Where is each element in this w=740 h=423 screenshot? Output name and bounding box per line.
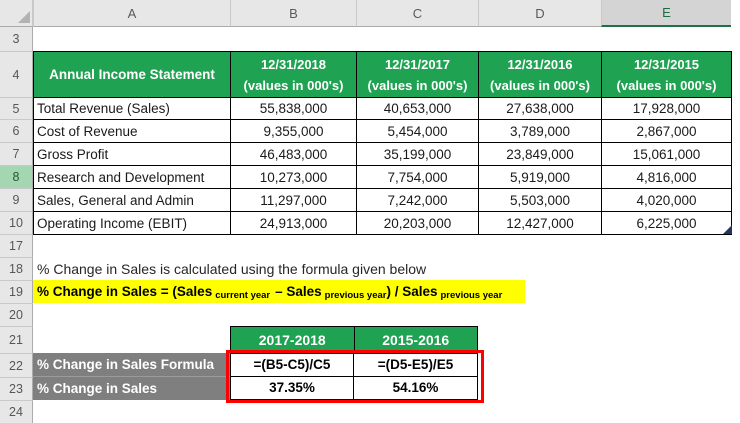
table-row: Research and Development 10,273,000 7,75…	[33, 165, 732, 189]
formula-cell-c22[interactable]: =(D5-E5)/E5	[354, 354, 477, 377]
value-cell[interactable]: 27,638,000	[478, 97, 602, 120]
value-cell[interactable]: 12,427,000	[478, 211, 602, 235]
row-header-24[interactable]: 24	[0, 400, 33, 423]
value-cell[interactable]: 5,454,000	[356, 119, 479, 143]
value-cell[interactable]: 46,483,000	[230, 142, 357, 166]
values-unit-label: (values in 000's)	[367, 77, 468, 93]
row-header-21[interactable]: 21	[0, 326, 33, 353]
formula-part: % Change in Sales = (Sales	[37, 284, 213, 299]
date-label: 12/31/2015	[633, 56, 700, 72]
income-col-header-2015[interactable]: 12/31/2015 (values in 000's)	[601, 51, 732, 98]
value-cell[interactable]: 7,754,000	[356, 165, 479, 189]
formula-subscript: current year	[215, 290, 271, 301]
change-table-values: =(B5-C5)/C5 =(D5-E5)/E5 37.35% 54.16%	[230, 353, 478, 400]
table-row: Gross Profit 46,483,000 35,199,000 23,84…	[33, 142, 732, 166]
value-cell[interactable]: 20,203,000	[356, 211, 479, 235]
row-label-cell[interactable]: Sales, General and Admin	[33, 188, 231, 212]
row-header-23[interactable]: 23	[0, 377, 33, 400]
value-cell[interactable]: 4,816,000	[601, 165, 732, 189]
percent-cell-b23[interactable]: 37.35%	[231, 376, 354, 399]
row-header-8-selected[interactable]: 8	[0, 165, 33, 188]
row-header-19[interactable]: 19	[0, 280, 33, 303]
fill-handle[interactable]	[723, 225, 732, 234]
formula-highlight-cell[interactable]: % Change in Sales = (Sales current year –…	[33, 280, 525, 303]
value-cell[interactable]: 2,867,000	[601, 119, 732, 143]
income-statement-table: Annual Income Statement 12/31/2018 (valu…	[33, 51, 732, 235]
column-header-strip: A B C D E	[0, 0, 740, 27]
table-row: Total Revenue (Sales) 55,838,000 40,653,…	[33, 97, 732, 120]
table-row: Operating Income (EBIT) 24,913,000 20,20…	[33, 211, 732, 235]
column-header-d[interactable]: D	[478, 0, 601, 27]
formula-part: – Sales	[275, 284, 322, 299]
formula-part: ) / Sales	[386, 284, 438, 299]
value-cell[interactable]: 24,913,000	[230, 211, 357, 235]
change-header-2015-2016[interactable]: 2015-2016	[353, 327, 478, 352]
row-header-9[interactable]: 9	[0, 188, 33, 211]
row-header-7[interactable]: 7	[0, 142, 33, 165]
row-header-5[interactable]: 5	[0, 97, 33, 119]
income-col-header-2017[interactable]: 12/31/2017 (values in 000's)	[356, 51, 479, 98]
value-cell[interactable]: 15,061,000	[601, 142, 732, 166]
value-cell[interactable]: 5,503,000	[478, 188, 602, 212]
row-header-4[interactable]: 4	[0, 51, 33, 97]
value-cell[interactable]: 11,297,000	[230, 188, 357, 212]
column-header-a[interactable]: A	[33, 0, 230, 27]
income-title-cell[interactable]: Annual Income Statement	[33, 51, 231, 98]
formula-subscript: previous year	[440, 290, 503, 301]
value-cell[interactable]: 17,928,000	[601, 97, 732, 120]
change-header-2017-2018[interactable]: 2017-2018	[258, 331, 326, 348]
row-label-cell[interactable]: Gross Profit	[33, 142, 231, 166]
value-cell[interactable]: 4,020,000	[601, 188, 732, 212]
value-cell[interactable]: 10,273,000	[230, 165, 357, 189]
row-header-22[interactable]: 22	[0, 353, 33, 377]
column-header-b[interactable]: B	[230, 0, 356, 27]
row-header-3[interactable]: 3	[0, 27, 33, 51]
column-header-c[interactable]: C	[356, 0, 478, 27]
value-cell[interactable]: 9,355,000	[230, 119, 357, 143]
row-header-20[interactable]: 20	[0, 303, 33, 326]
row-header-18[interactable]: 18	[0, 257, 33, 280]
change-percent-row-label[interactable]: % Change in Sales	[33, 377, 230, 400]
formula-cell-b22[interactable]: =(B5-C5)/C5	[231, 354, 354, 377]
value-cell[interactable]: 55,838,000	[230, 97, 357, 120]
row-label-cell[interactable]: Research and Development	[33, 165, 231, 189]
value-cell[interactable]: 40,653,000	[356, 97, 479, 120]
column-header-e-selected[interactable]: E	[601, 0, 731, 27]
value-cell[interactable]: 23,849,000	[478, 142, 602, 166]
row-label-cell[interactable]: Total Revenue (Sales)	[33, 97, 231, 120]
date-label: 12/31/2018	[260, 56, 327, 72]
percent-cell-c23[interactable]: 54.16%	[392, 380, 439, 396]
value-cell[interactable]: 7,242,000	[356, 188, 479, 212]
date-label: 12/31/2017	[384, 56, 451, 72]
value-cell[interactable]: 5,919,000	[478, 165, 602, 189]
row-label-cell[interactable]: Operating Income (EBIT)	[33, 211, 231, 235]
table-row: Cost of Revenue 9,355,000 5,454,000 3,78…	[33, 119, 732, 143]
change-table-header-row: 2017-2018 2015-2016	[230, 326, 478, 353]
value-cell[interactable]: 3,789,000	[478, 119, 602, 143]
select-all-triangle-icon	[18, 11, 30, 23]
income-col-header-2016[interactable]: 12/31/2016 (values in 000's)	[478, 51, 602, 98]
value-cell[interactable]: 6,225,000	[601, 211, 732, 235]
values-unit-label: (values in 000's)	[490, 77, 590, 93]
table-row: Sales, General and Admin 11,297,000 7,24…	[33, 188, 732, 212]
row-header-17[interactable]: 17	[0, 234, 33, 257]
change-formula-row-label[interactable]: % Change in Sales Formula	[33, 353, 230, 377]
values-unit-label: (values in 000's)	[616, 77, 717, 93]
value-cell[interactable]: 35,199,000	[356, 142, 479, 166]
date-label: 12/31/2016	[507, 56, 573, 72]
row-label-cell[interactable]: Cost of Revenue	[33, 119, 231, 143]
values-unit-label: (values in 000's)	[243, 77, 344, 93]
select-all-button[interactable]	[0, 0, 33, 27]
note-text[interactable]: % Change in Sales is calculated using th…	[37, 261, 427, 277]
row-header-10[interactable]: 10	[0, 211, 33, 234]
formula-subscript: previous year	[324, 290, 387, 301]
row-header-6[interactable]: 6	[0, 119, 33, 142]
income-col-header-2018[interactable]: 12/31/2018 (values in 000's)	[230, 51, 357, 98]
